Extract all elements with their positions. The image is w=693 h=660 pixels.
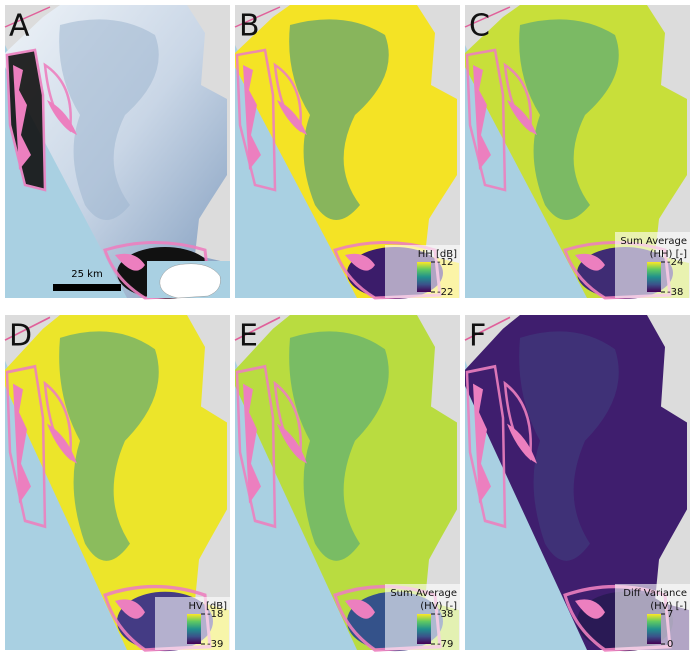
colorbar xyxy=(187,614,201,644)
colorbar xyxy=(647,614,661,644)
colorbar-tick-label: 7 xyxy=(667,609,673,620)
colorbar-tick-label: 0 xyxy=(667,639,673,650)
panel: BHH [dB]-12-22 xyxy=(235,5,460,299)
panel-letter: E xyxy=(239,319,258,354)
figure: A25 kmBHH [dB]-12-22CSum Average(HH) [-]… xyxy=(0,0,693,656)
scale-bar-label: 25 km xyxy=(71,269,102,280)
colorbar-tick-label: -24 xyxy=(667,257,683,268)
panel: A 25 km xyxy=(5,5,230,299)
colorbar-tick-label: -79 xyxy=(437,639,453,650)
colorbar-tick-label: -12 xyxy=(437,257,453,268)
panel-letter: B xyxy=(239,9,260,44)
colorbar-label: Diff Variance xyxy=(623,588,687,599)
colorbar-label: Sum Average xyxy=(390,588,457,599)
colorbar-tick-label: -39 xyxy=(207,639,223,650)
map xyxy=(5,5,230,299)
panel-letter: D xyxy=(9,319,32,354)
panel: DHV [dB]-18-39 xyxy=(5,315,230,651)
panel-letter: A xyxy=(9,9,30,44)
inset-antarctica xyxy=(160,264,221,298)
colorbar-tick-label: -18 xyxy=(207,609,223,620)
colorbar-tick-label: -22 xyxy=(437,287,453,298)
colorbar-tick-label: -38 xyxy=(667,287,683,298)
panel-letter: F xyxy=(469,319,486,354)
scale-bar xyxy=(53,284,121,291)
colorbar xyxy=(647,262,661,292)
colorbar xyxy=(417,614,431,644)
colorbar-label: Sum Average xyxy=(620,236,687,247)
colorbar-tick-label: -38 xyxy=(437,609,453,620)
colorbar xyxy=(417,262,431,292)
panel-letter: C xyxy=(469,9,490,44)
